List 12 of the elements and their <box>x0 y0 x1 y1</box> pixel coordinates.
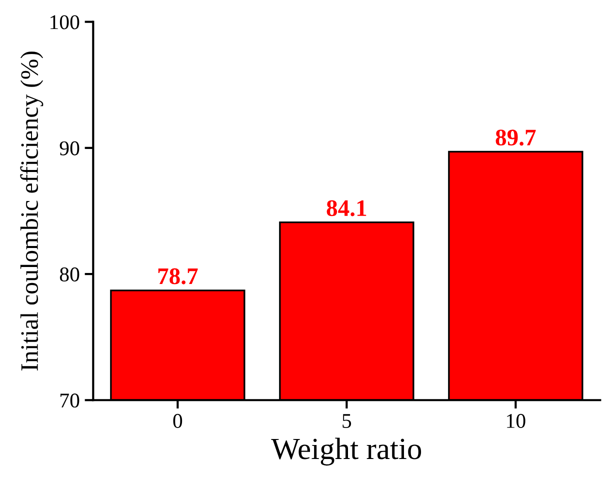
data-label: 89.7 <box>496 130 536 146</box>
y-tick-label: 100 <box>50 15 80 30</box>
x-axis-title: Weight ratio <box>271 438 422 466</box>
x-tick-label: 5 <box>342 414 352 428</box>
y-tick-label: 80 <box>60 267 80 282</box>
data-label: 78.7 <box>158 268 198 284</box>
y-tick-label: 70 <box>60 394 80 408</box>
x-tick-label: 0 <box>173 414 182 428</box>
x-tick-label: 10 <box>507 414 526 428</box>
data-label: 84.1 <box>326 200 366 216</box>
y-tick-label: 90 <box>60 141 80 156</box>
y-axis-title: Initial coulombic efficiency (%) <box>20 52 44 371</box>
